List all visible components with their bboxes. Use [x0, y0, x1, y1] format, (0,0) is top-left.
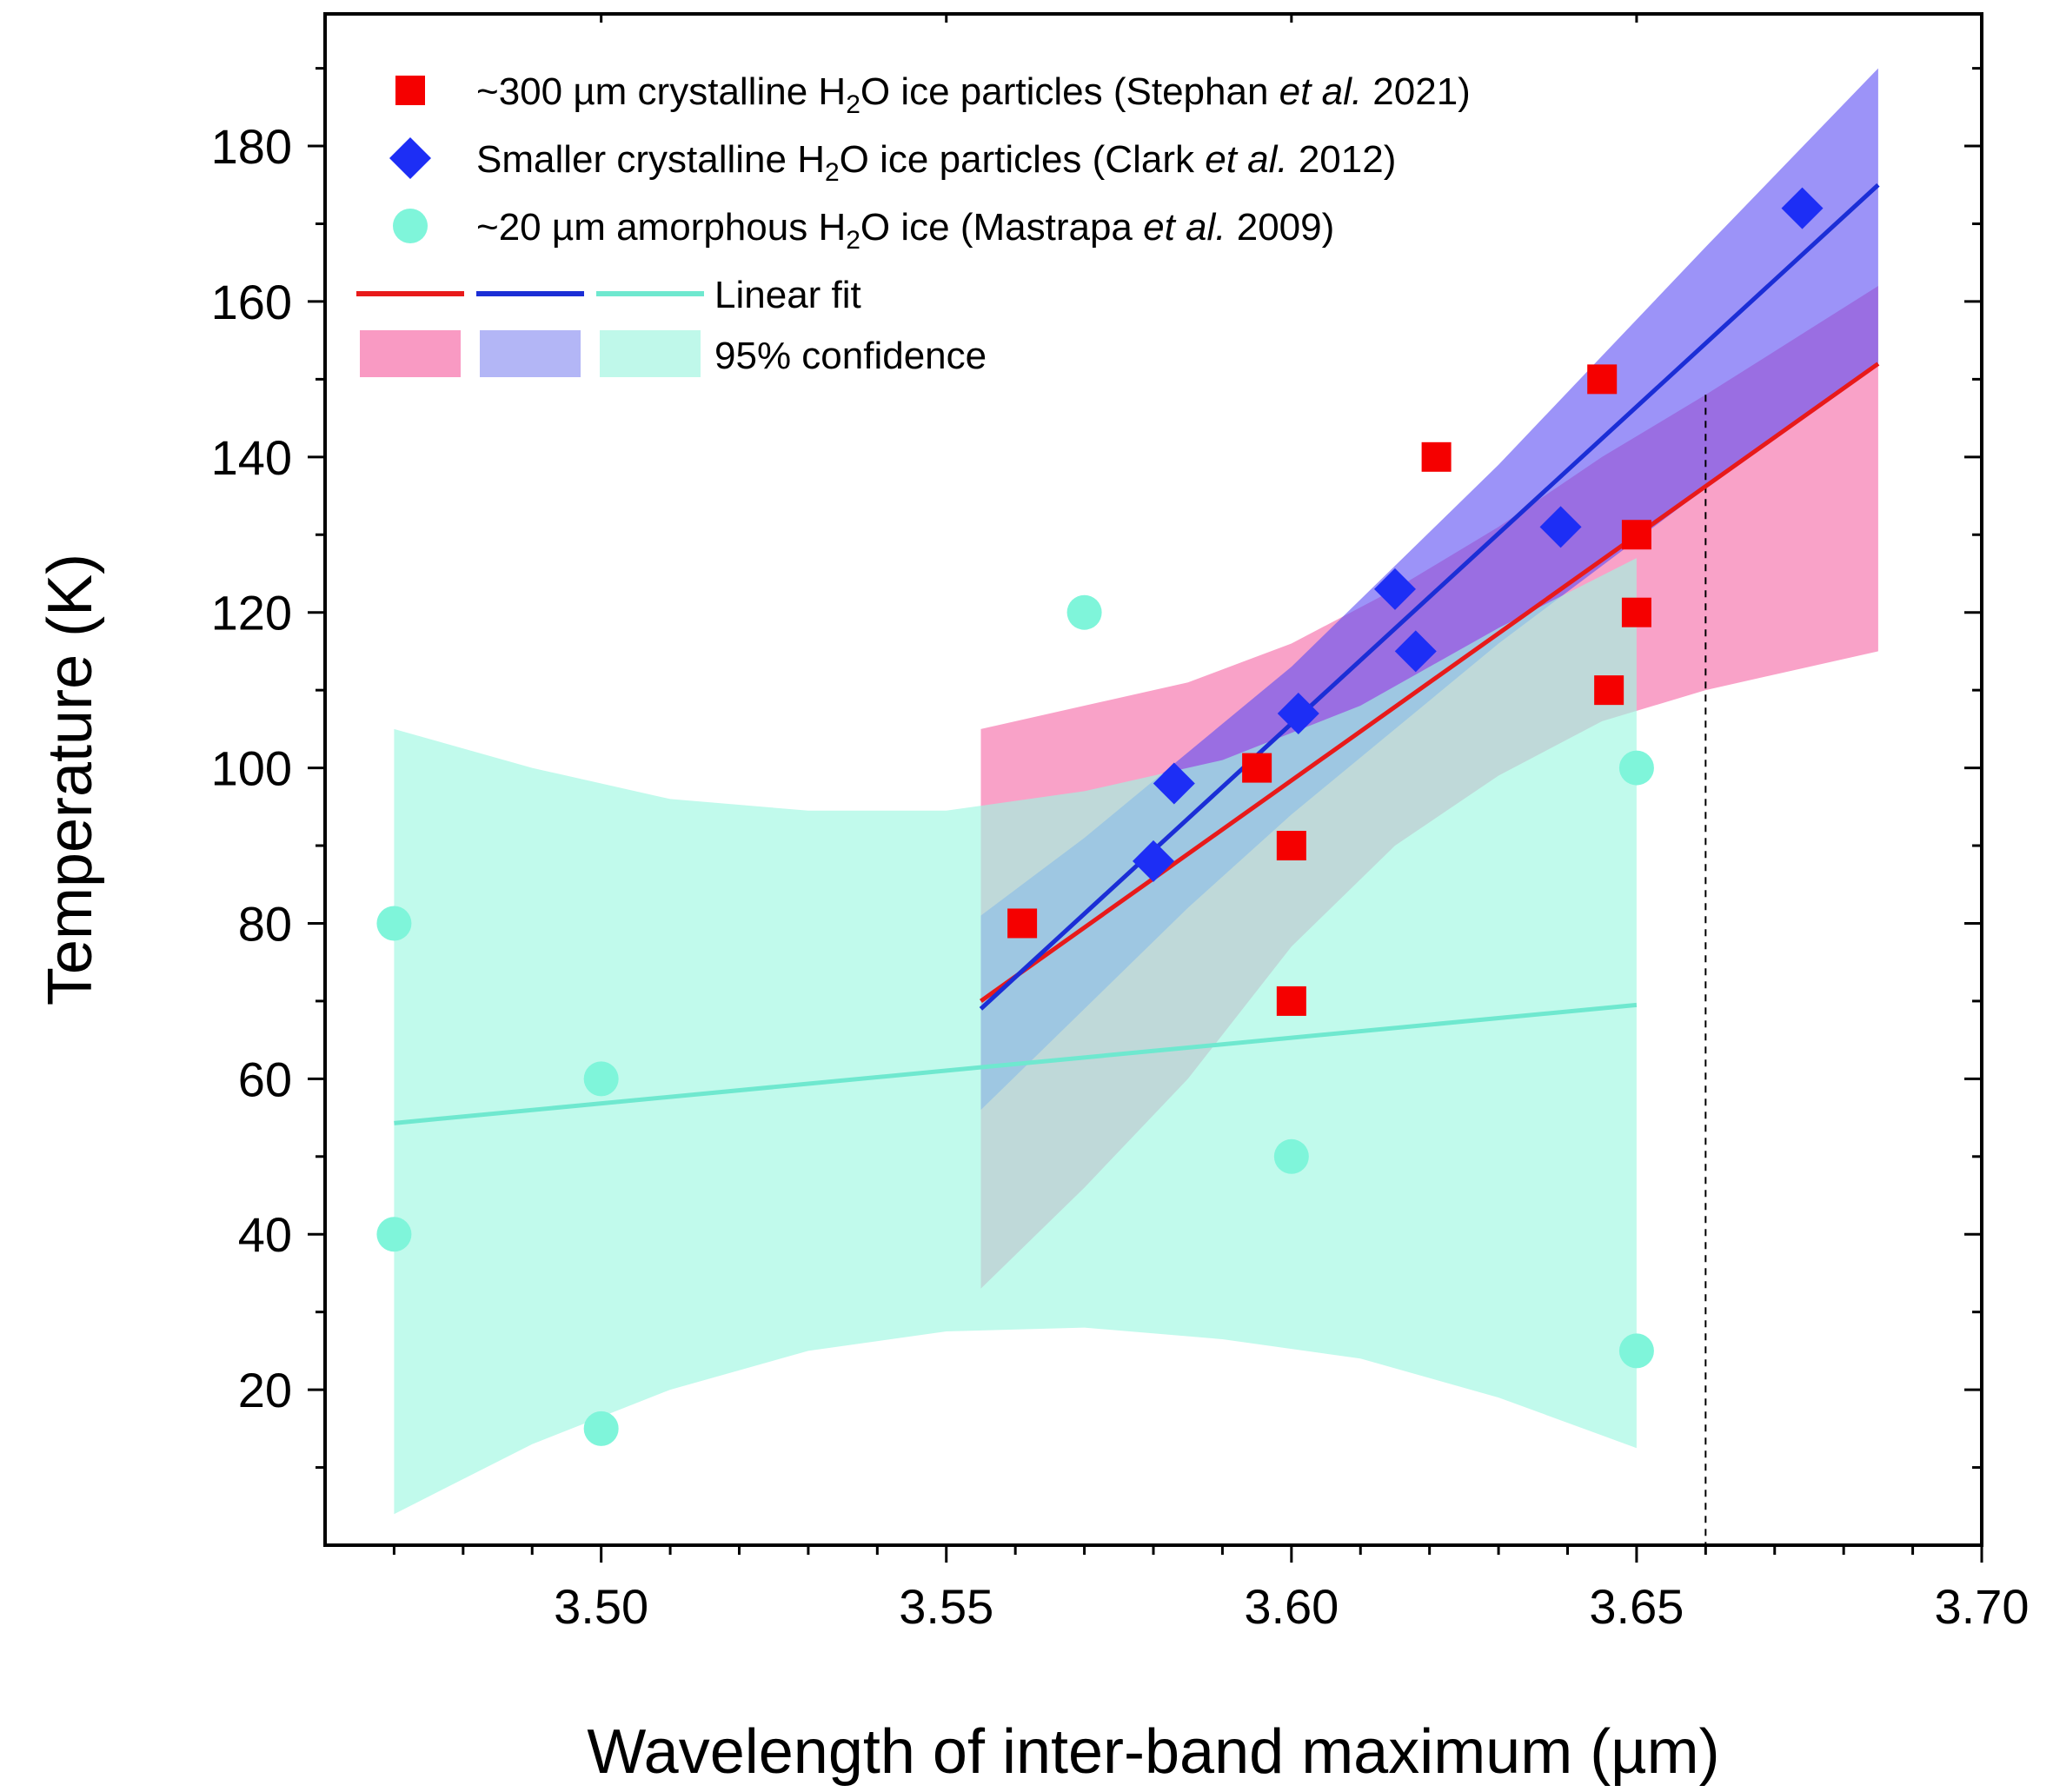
legend-text-part: 2 [846, 90, 860, 119]
confidence-band-3 [394, 558, 1637, 1515]
legend-text-part: ~20 µm amorphous H [476, 206, 846, 249]
circle-point [583, 1410, 619, 1446]
square-point [1421, 441, 1452, 472]
y-tick-label: 180 [211, 119, 292, 174]
square-point [1242, 753, 1272, 783]
square-point [1621, 520, 1651, 550]
x-tick-label: 3.55 [899, 1579, 993, 1634]
fit-line-2 [979, 183, 1880, 1011]
y-tick-label: 100 [211, 741, 292, 796]
fit-line-3 [394, 1002, 1638, 1125]
x-tick-label: 3.60 [1244, 1579, 1339, 1634]
y-tick-label: 20 [238, 1363, 292, 1417]
y-tick-label: 80 [238, 896, 292, 951]
data-points [376, 187, 1824, 1446]
legend-marker-circle [393, 209, 428, 243]
diamond-point [1153, 762, 1195, 805]
diamond-point [1781, 187, 1824, 229]
y-tick-label: 120 [211, 586, 292, 640]
legend-text-part: 2 [846, 226, 860, 255]
legend-text-part: 2009) [1226, 206, 1335, 249]
x-axis-title: Wavelength of inter-band maximum (µm) [587, 1717, 1719, 1787]
square-point [1276, 831, 1306, 861]
legend-label-3: ~20 µm amorphous H2O ice (Mastrapa et al… [476, 206, 1334, 255]
square-point [1594, 675, 1624, 706]
legend-text-part: O ice particles (Clark [840, 138, 1206, 181]
y-tick-label: 160 [211, 275, 292, 329]
y-tick-label: 40 [238, 1207, 292, 1262]
square-point [1587, 364, 1618, 395]
diamond-point [1277, 692, 1319, 734]
legend-text-part: O ice particles (Stephan [860, 70, 1279, 113]
axis-ticks [308, 14, 1983, 1563]
circle-point [1618, 1333, 1654, 1369]
legend-band-swatch-1 [360, 330, 461, 377]
legend-text-part: ~300 µm crystalline H [476, 70, 846, 113]
confidence-bands [394, 68, 1878, 1515]
legend-text-part: et al. [1205, 138, 1287, 181]
diamond-point [1133, 840, 1174, 882]
diamond-point [1394, 630, 1437, 673]
x-tick-label: 3.70 [1935, 1579, 2030, 1634]
circle-point [376, 906, 412, 941]
legend-text-part: 2021) [1362, 70, 1471, 113]
legend-text-part: 2012) [1288, 138, 1397, 181]
y-tick-label: 140 [211, 430, 292, 485]
fit-lines [394, 183, 1880, 1125]
legend-band-swatch-2 [480, 330, 581, 377]
legend-marker-diamond [389, 137, 431, 179]
square-point [1276, 986, 1306, 1016]
legend-fit-label: Linear fit [714, 274, 861, 316]
circle-point [583, 1061, 619, 1097]
diamond-point [1539, 506, 1582, 548]
y-axis-title: Temperature (K) [36, 554, 105, 1006]
square-point [1007, 908, 1038, 939]
diamond-point [1373, 567, 1416, 610]
circle-point [1618, 750, 1654, 786]
x-tick-label: 3.50 [554, 1579, 648, 1634]
legend-label-2: Smaller crystalline H2O ice particles (C… [476, 138, 1396, 187]
circle-point [376, 1217, 412, 1252]
legend-band-swatch-3 [600, 330, 701, 377]
legend-text-part: O ice (Mastrapa [860, 206, 1143, 249]
circle-point [1273, 1138, 1309, 1174]
circle-point [1066, 594, 1102, 630]
square-point [1621, 597, 1651, 627]
legend-text-part: 2 [825, 158, 840, 187]
legend-text-part: et al. [1143, 206, 1226, 249]
fit-line-1 [980, 362, 1880, 1003]
legend-band-label: 95% confidence [714, 335, 987, 377]
legend-text-part: Smaller crystalline H [476, 138, 825, 181]
x-tick-label: 3.65 [1589, 1579, 1684, 1634]
legend-label-1: ~300 µm crystalline H2O ice particles (S… [476, 70, 1471, 119]
tick-labels: 3.50 3.55 3.60 3.65 3.70 20 40 60 80 100 120 140 160… [211, 119, 2030, 1634]
y-tick-label: 60 [238, 1052, 292, 1106]
legend-marker-square [395, 76, 425, 105]
legend-text-part: et al. [1279, 70, 1362, 113]
legend: ~300 µm crystalline H2O ice particles (S… [356, 70, 1471, 377]
